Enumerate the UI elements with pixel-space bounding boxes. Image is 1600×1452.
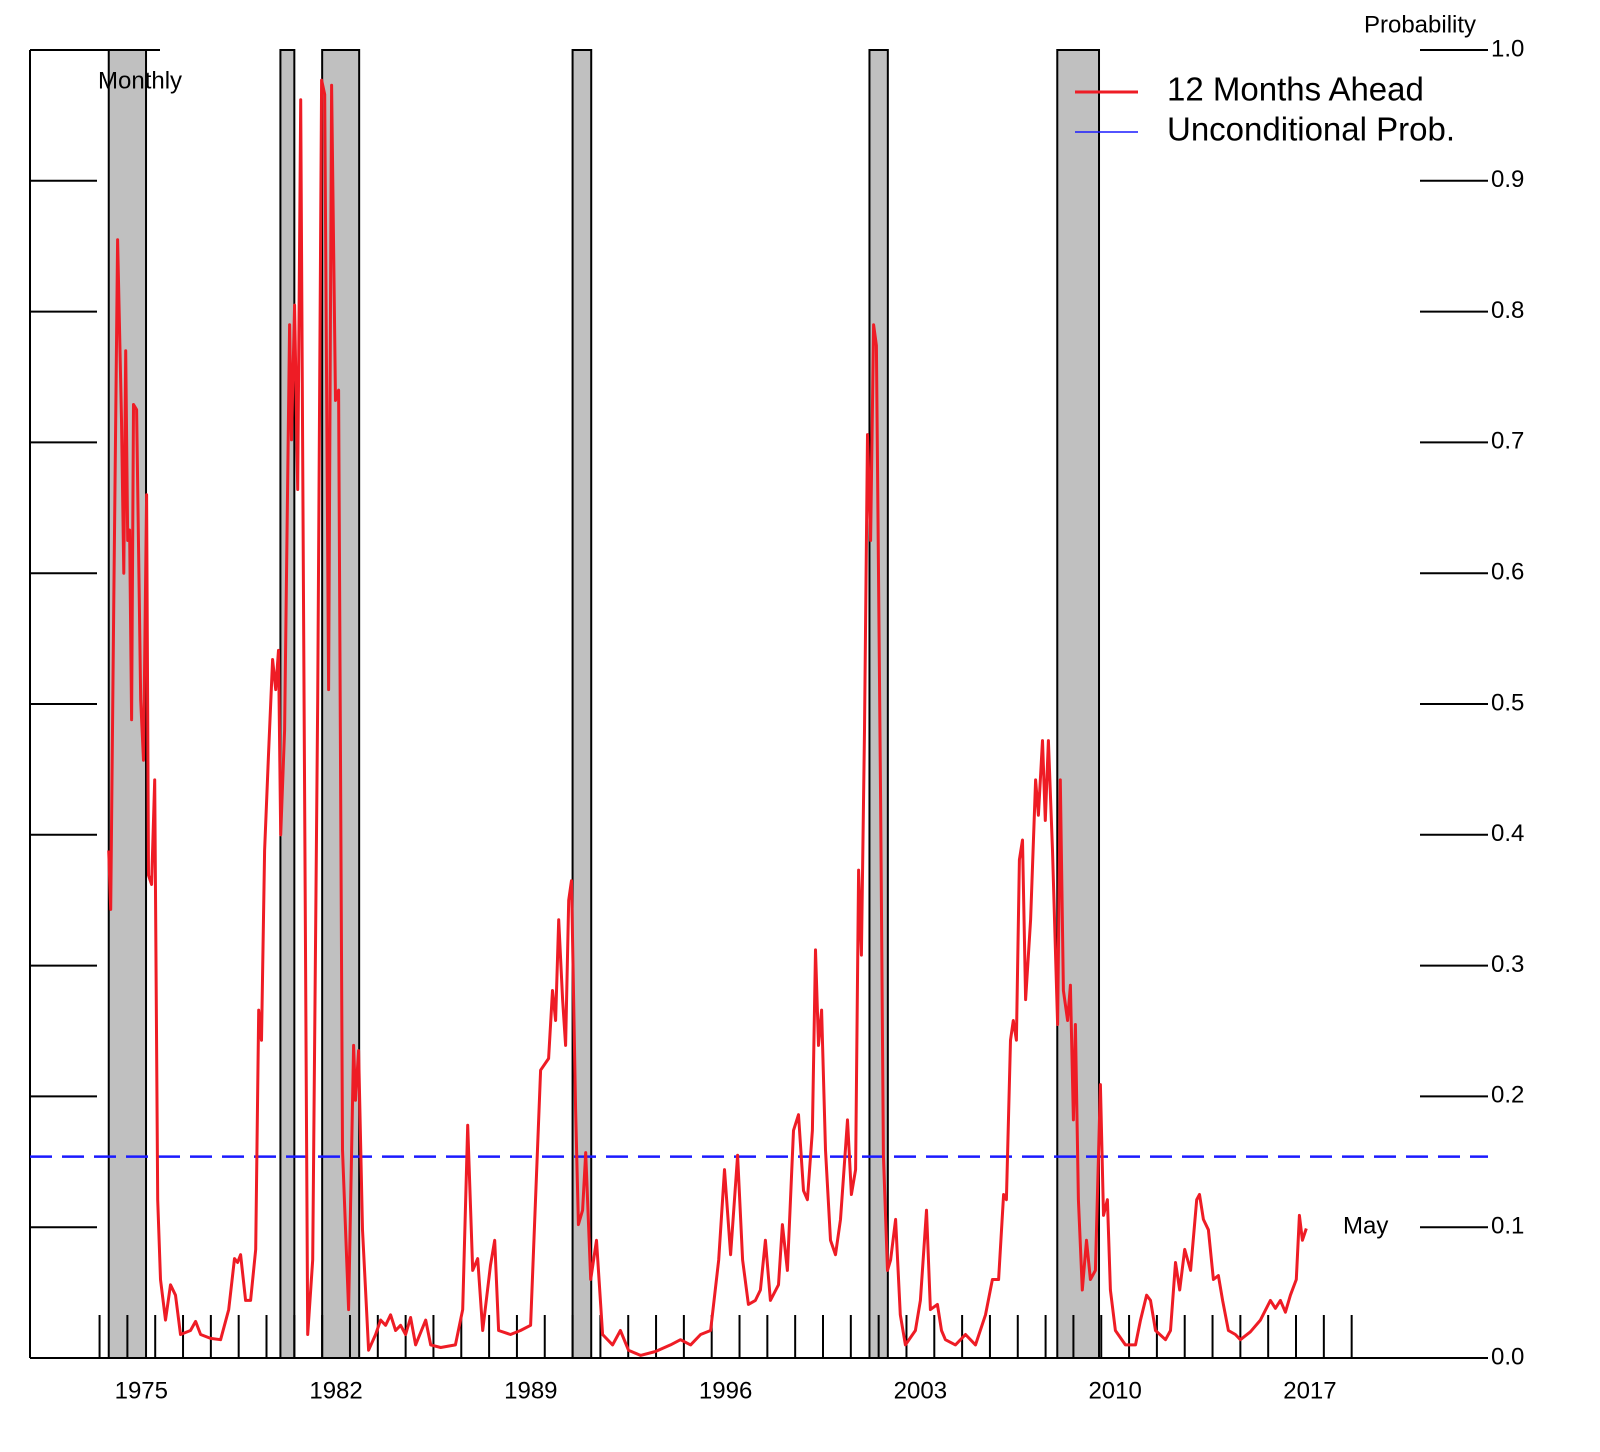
series-line xyxy=(107,78,1308,1357)
x-tick-label: 2010 xyxy=(1088,1377,1141,1404)
y-axis-label: Probability xyxy=(1364,11,1476,38)
y-tick-label: 0.0 xyxy=(1491,1343,1524,1370)
x-tick-label: 1996 xyxy=(699,1377,752,1404)
annotation: May xyxy=(1343,1212,1388,1239)
y-tick-label: 0.7 xyxy=(1491,428,1524,455)
x-tick-label: 1975 xyxy=(115,1377,168,1404)
legend-label: 12 Months Ahead xyxy=(1167,71,1424,108)
recession-shade xyxy=(279,49,296,1359)
y-tick-label: 0.5 xyxy=(1491,689,1524,716)
y-tick-label: 0.9 xyxy=(1491,166,1524,193)
y-tick-label: 0.4 xyxy=(1491,820,1524,847)
y-tick-label: 0.1 xyxy=(1491,1213,1524,1240)
y-tick-label: 0.8 xyxy=(1491,297,1524,324)
x-tick-label: 2017 xyxy=(1283,1377,1336,1404)
legend-label: Unconditional Prob. xyxy=(1167,111,1455,148)
x-tick-label: 1982 xyxy=(309,1377,362,1404)
annotation: Monthly xyxy=(98,67,182,94)
y-tick-label: 0.3 xyxy=(1491,951,1524,978)
y-tick-label: 0.2 xyxy=(1491,1082,1524,1109)
x-tick-label: 2003 xyxy=(894,1377,947,1404)
y-tick-label: 1.0 xyxy=(1491,35,1524,62)
y-tick-label: 0.6 xyxy=(1491,559,1524,586)
x-tick-label: 1989 xyxy=(504,1377,557,1404)
